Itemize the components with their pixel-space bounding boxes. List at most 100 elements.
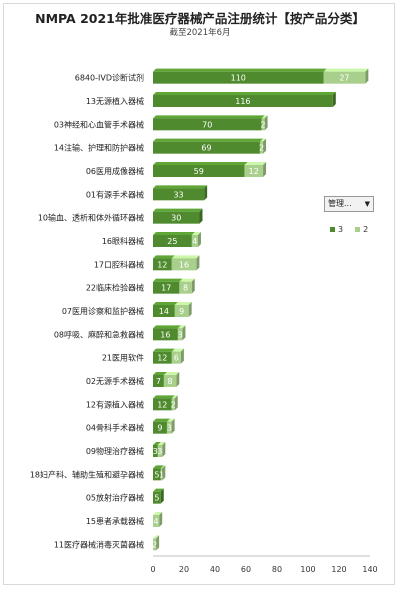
data-label: 25: [167, 237, 177, 246]
bar-top-face: [153, 68, 327, 72]
data-label: 12: [157, 260, 167, 269]
data-label: 2: [259, 144, 264, 153]
data-label: 9: [179, 307, 184, 316]
y-category-label: 18妇产科、辅助生殖和避孕器械: [30, 469, 144, 479]
bar-segment-3: [153, 95, 333, 107]
bar-segment-3: [153, 305, 175, 317]
data-label: 3: [157, 447, 162, 456]
bar-side-face: [182, 325, 186, 341]
bar-top-face: [153, 115, 265, 119]
data-label: 3: [153, 447, 158, 456]
y-category-label: 05放射治疗器械: [86, 493, 144, 503]
bar-segment-3: [153, 258, 172, 271]
bar-top-face: [171, 395, 178, 399]
bar-top-face: [153, 208, 203, 212]
bar-segment-2: [160, 468, 163, 481]
legend-swatch-3: [330, 227, 335, 232]
legend-filter-dropdown[interactable]: 管理... ▼: [324, 196, 374, 212]
bar-top-face: [153, 535, 160, 539]
data-label: 5: [154, 470, 159, 479]
y-category-label: 01有源手术器械: [86, 189, 144, 199]
bar-top-face: [153, 92, 336, 95]
data-label: 17: [161, 284, 171, 293]
bar-segment-2: [171, 351, 181, 364]
bar-segment-2: [259, 141, 264, 154]
bar-top-face: [153, 372, 167, 375]
bar-top-face: [244, 162, 267, 165]
bar-segment-3: [153, 118, 262, 131]
y-category-label: 6840-IVD诊断试剂: [75, 73, 144, 83]
bar-top-face: [179, 278, 195, 282]
data-label: 70: [202, 120, 212, 129]
legend-filter-label: 管理...: [328, 199, 352, 208]
bar-side-face: [263, 162, 267, 177]
bar-top-face: [153, 302, 178, 305]
bar-segment-3: [153, 445, 158, 457]
y-category-label: 17口腔科器械: [94, 259, 144, 269]
legend-item-2[interactable]: 2: [355, 225, 368, 234]
bar-segment-2: [166, 421, 172, 434]
data-label: 3: [167, 424, 172, 433]
bar-side-face: [188, 302, 192, 317]
bar-top-face: [153, 395, 175, 399]
bar-top-face: [166, 418, 175, 422]
bar-side-face: [263, 138, 267, 154]
y-category-label: 07医用诊察和监护器械: [62, 306, 144, 316]
bar-segment-3: [153, 328, 178, 341]
bar-top-face: [153, 442, 161, 445]
legend-item-3[interactable]: 3: [330, 225, 343, 234]
bar-segment-3: [153, 421, 167, 434]
data-label: 59: [194, 167, 204, 176]
data-label: 8: [168, 377, 173, 386]
y-category-label: 02无源手术器械: [86, 376, 144, 386]
bar-top-face: [157, 442, 166, 445]
x-tick-label: 120: [331, 565, 346, 574]
bar-side-face: [365, 68, 369, 84]
bar-segment-2: [163, 375, 177, 387]
bar-segment-3: [153, 71, 324, 84]
data-label: 6: [174, 354, 179, 363]
data-label: 33: [173, 190, 183, 199]
dropdown-arrow-icon: ▼: [364, 200, 370, 208]
x-tick-label: 0: [150, 565, 155, 574]
bar-top-face: [323, 68, 369, 72]
data-label: 4: [192, 237, 197, 246]
bar-segment-2: [153, 538, 157, 551]
bar-segment-2: [171, 398, 175, 411]
bar-top-face: [153, 418, 170, 422]
legend-swatch-2: [355, 227, 361, 232]
data-label: 12: [157, 354, 167, 363]
data-label: 16: [160, 330, 170, 339]
legend-label-3: 3: [338, 225, 344, 234]
bar-top-face: [153, 255, 175, 259]
bar-segment-2: [171, 258, 197, 271]
bar-top-face: [153, 512, 163, 515]
data-label: 4: [154, 517, 159, 526]
data-label: 30: [171, 214, 181, 223]
bar-side-face: [156, 535, 160, 551]
bar-top-face: [171, 255, 200, 259]
legend-label-2: 2: [363, 225, 369, 234]
bar-segment-3: [153, 235, 192, 247]
bar-segment-2: [153, 515, 160, 527]
y-category-label: 06医用成像器械: [86, 166, 144, 176]
bar-segment-3: [153, 398, 172, 411]
x-tick-label: 80: [272, 565, 282, 574]
data-label: 2: [171, 400, 176, 409]
bar-top-face: [191, 232, 201, 235]
chart-title: NMPA 2021年批准医疗器械产品注册统计【按产品分类】: [35, 11, 365, 26]
y-category-label: 16眼科器械: [102, 236, 144, 246]
bar-side-face: [332, 92, 336, 107]
y-category-label: 09物理治疗器械: [86, 446, 144, 456]
bar-side-face: [176, 372, 180, 387]
y-category-label: 15患者承载器械: [86, 516, 144, 526]
bar-segment-2: [323, 71, 366, 84]
bar-top-face: [153, 348, 175, 352]
bar-segment-3: [153, 211, 200, 224]
bar-top-face: [153, 325, 181, 329]
y-category-label: 08呼吸、麻醉和急救器械: [54, 329, 144, 339]
bar-segment-2: [191, 235, 198, 247]
bar-segment-2: [244, 165, 264, 177]
y-category-label: 12有源植入器械: [86, 399, 144, 409]
